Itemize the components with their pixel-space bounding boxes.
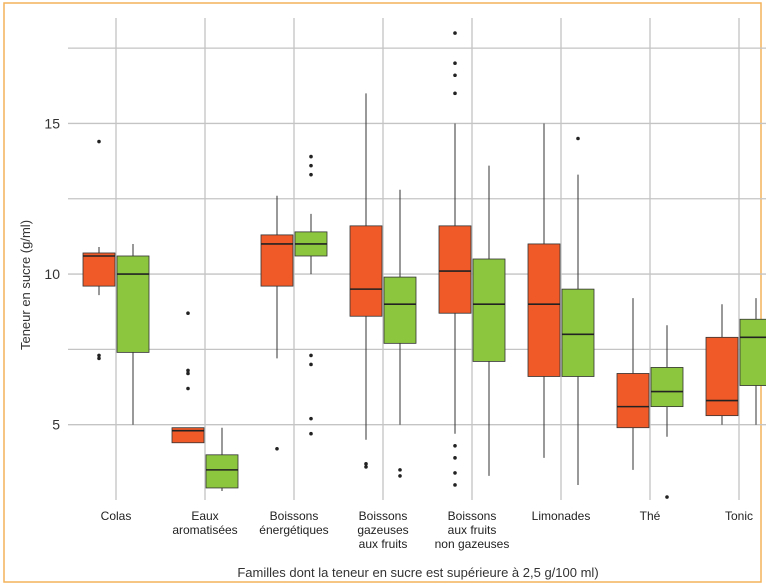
box-plot-group <box>650 325 684 499</box>
box-plot-group <box>294 154 328 436</box>
outlier-point <box>97 139 101 144</box>
outlier-point <box>309 416 313 421</box>
x-category-label: aromatisées <box>172 523 237 537</box>
outlier-point <box>453 73 457 78</box>
outlier-point <box>364 465 368 469</box>
y-axis-ticks: 5 10 15 <box>44 115 60 432</box>
box-iqr <box>650 367 684 408</box>
x-category-label: Tonic <box>725 509 753 523</box>
box-iqr <box>472 258 506 362</box>
y-axis-title: Teneur en sucre (g/ml) <box>18 220 33 350</box>
box-iqr <box>438 225 472 314</box>
box-iqr <box>349 225 383 317</box>
box-plot-group <box>527 123 561 458</box>
x-category-label: aux fruits <box>359 537 408 551</box>
box-layer <box>82 31 766 499</box>
x-axis-title: Familles dont la teneur en sucre est sup… <box>237 565 598 580</box>
box-plot-group <box>260 195 294 451</box>
outlier-point <box>453 91 457 96</box>
box-plot-group <box>438 31 472 487</box>
box-iqr <box>205 454 239 489</box>
outlier-point <box>453 31 457 35</box>
box-iqr <box>616 373 650 429</box>
y-tick-label: 15 <box>44 115 60 131</box>
outlier-point <box>186 368 190 373</box>
box-plot-group <box>116 243 150 425</box>
outlier-point <box>453 483 457 487</box>
outlier-point <box>309 172 313 177</box>
box-iqr <box>260 234 294 287</box>
y-tick-label: 10 <box>44 266 60 282</box>
outlier-point <box>576 136 580 141</box>
box-plot-group <box>705 304 739 425</box>
x-category-label: aux fruits <box>448 523 497 537</box>
outlier-point <box>453 61 457 65</box>
outlier-point <box>186 386 190 391</box>
x-category-label: non gazeuses <box>435 537 510 551</box>
outlier-point <box>398 468 402 472</box>
x-category-label: énergétiques <box>259 523 328 537</box>
y-tick-label: 5 <box>52 417 60 433</box>
outlier-point <box>453 443 457 448</box>
box-iqr <box>739 318 766 386</box>
box-iqr <box>383 276 417 344</box>
outlier-point <box>186 371 190 376</box>
x-category-label: Boissons <box>270 509 319 523</box>
x-category-label: Colas <box>101 509 132 523</box>
box-plot-group <box>616 298 650 470</box>
box-iqr <box>561 288 595 377</box>
x-category-label: Boissons <box>448 509 497 523</box>
x-category-label: Boissons <box>359 509 408 523</box>
outlier-point <box>309 353 313 358</box>
box-iqr <box>705 336 739 417</box>
box-plot-group <box>739 298 766 425</box>
box-plot-group <box>472 165 506 476</box>
outlier-point <box>309 163 313 168</box>
x-category-label: Limonades <box>532 509 591 523</box>
outlier-point <box>453 456 457 460</box>
outlier-point <box>398 474 402 478</box>
x-axis-category-labels: Colas EauxaromatiséesBoissonsénergétiques… <box>101 509 753 551</box>
box-iqr <box>527 243 561 377</box>
outlier-point <box>665 495 669 499</box>
box-plot-group <box>205 427 239 491</box>
box-plot-group <box>349 93 383 469</box>
outlier-point <box>275 446 279 451</box>
outlier-point <box>453 471 457 475</box>
box-plot-group <box>383 189 417 478</box>
grid-lines <box>68 18 766 500</box>
outlier-point <box>97 356 101 361</box>
outlier-point <box>364 462 368 466</box>
x-category-label: gazeuses <box>357 523 408 537</box>
outlier-point <box>97 353 101 358</box>
outlier-point <box>309 431 313 436</box>
box-plot-group <box>561 136 595 485</box>
x-category-label: Thé <box>640 509 661 523</box>
outlier-point <box>309 362 313 367</box>
outlier-point <box>186 311 190 316</box>
chart-frame <box>3 2 762 583</box>
x-category-label: Eaux <box>191 509 218 523</box>
box-plot-group <box>171 311 205 444</box>
box-iqr <box>116 255 150 353</box>
box-iqr <box>82 252 116 287</box>
box-plot-group <box>82 139 116 361</box>
outlier-point <box>309 154 313 159</box>
